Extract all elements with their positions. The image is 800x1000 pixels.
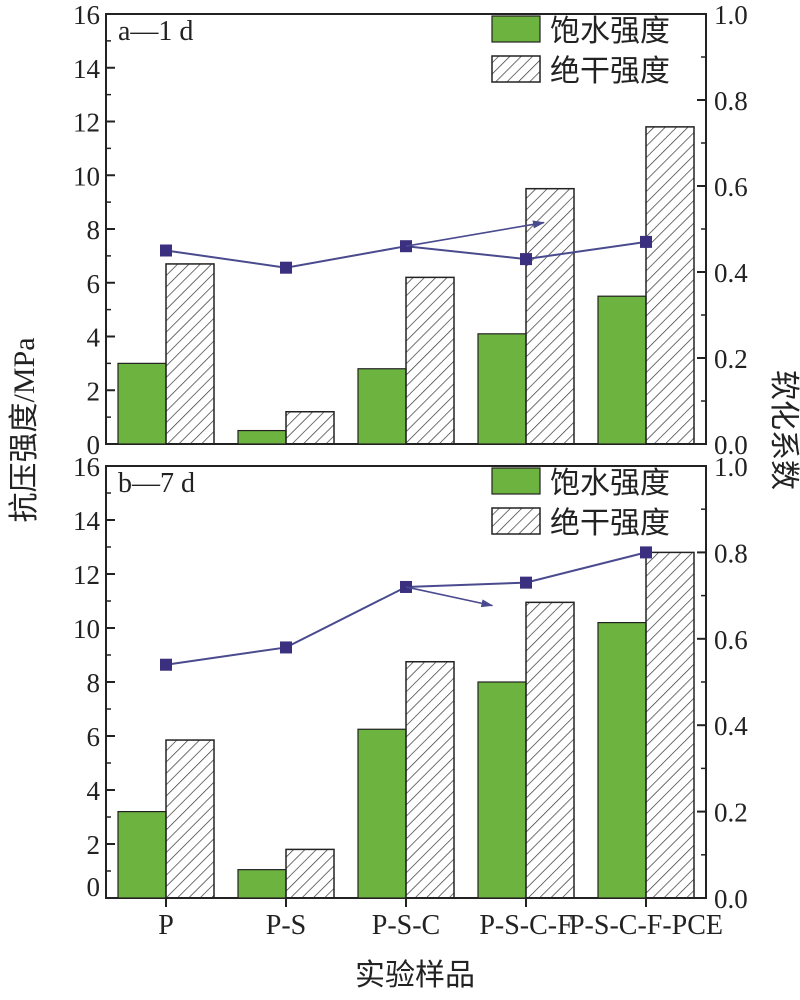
bar-saturated: [477, 681, 527, 899]
bar-saturated: [117, 362, 167, 445]
axis-arrow: [405, 220, 545, 247]
y-left-axis-label: 抗压强度/MPa: [8, 337, 41, 522]
bar-dry: [645, 551, 695, 899]
axis-arrow: [405, 586, 494, 608]
bar-saturated: [597, 295, 647, 445]
panel-1d: 0 2 4 6 8 10 12 14 16 0.0 0.2 0.4 0.6 0.8 1.0 a—1 d 饱水强度…: [73, 0, 748, 460]
softening-marker: [520, 253, 532, 266]
softening-marker: [640, 235, 652, 248]
panel-title: a—1 d: [118, 16, 193, 47]
y-right-tick-label: 0.2: [714, 344, 748, 374]
x-tick-label: P: [158, 910, 174, 941]
y-right-tick-label: 0.4: [714, 258, 748, 288]
softening-marker: [520, 576, 532, 589]
panel-7d: 0 2 4 6 8 10 12 14 16 0.0 0.2 0.4 0.6 0.8 1.0 b—7 d 饱水强度…: [73, 452, 748, 941]
y-right-tick-label: 0.6: [714, 172, 748, 202]
bar-dry: [405, 276, 455, 445]
bar-dry: [525, 187, 575, 445]
x-tick-label: P-S-C: [372, 910, 440, 941]
legend-label-saturated: 饱水强度: [550, 467, 670, 500]
bar-saturated: [117, 810, 167, 899]
bar-dry: [645, 126, 695, 445]
y-left-tick-label: 8: [87, 668, 101, 698]
bar-saturated: [357, 728, 407, 899]
bar-saturated: [237, 869, 287, 899]
x-tick-label: P-S-C-F-PCE: [569, 910, 723, 941]
y-left-tick-label: 6: [87, 269, 101, 299]
bar-saturated: [357, 368, 407, 445]
bar-saturated: [597, 621, 647, 899]
y-left-tick-label: 14: [73, 54, 101, 84]
y-left-tick-label: 2: [87, 830, 101, 860]
y-right-tick-label: 0.6: [714, 625, 748, 655]
legend-label-dry: 绝干强度: [550, 507, 670, 540]
y-right-tick-label: 0.2: [714, 798, 748, 828]
legend-swatch-dry: [491, 55, 541, 83]
y-left-tick-label: 0: [87, 872, 101, 902]
bar-saturated: [237, 429, 287, 445]
bar-dry: [405, 661, 455, 899]
legend-swatch-saturated: [491, 15, 541, 43]
softening-marker: [160, 658, 172, 671]
bar-dry: [285, 848, 335, 899]
y-left-tick-label: 4: [87, 323, 101, 353]
y-left-tick-label: 16: [73, 0, 100, 30]
y-left-tick-label: 2: [87, 376, 101, 406]
x-tick-label: P-S-C-F: [479, 910, 572, 941]
legend-swatch-saturated: [491, 467, 541, 495]
legend-label-dry: 绝干强度: [550, 55, 670, 88]
y-right-tick-label: 0.0: [714, 884, 748, 914]
x-axis-label: 实验样品: [355, 959, 475, 992]
legend-label-saturated: 饱水强度: [550, 15, 670, 48]
y-left-tick-label: 4: [87, 776, 101, 806]
y-left-tick-label: 6: [87, 722, 101, 752]
y-right-tick-label: 1.0: [714, 452, 748, 482]
y-right-tick-label: 0.8: [714, 538, 748, 568]
y-left-tick-label: 12: [73, 108, 100, 138]
y-left-tick-label: 10: [73, 161, 100, 191]
bar-dry: [525, 601, 575, 899]
panel-title: b—7 d: [118, 468, 195, 499]
softening-marker: [280, 641, 292, 654]
y-left-tick-label: 0: [87, 430, 101, 460]
softening-marker: [160, 244, 172, 257]
y-left-tick-label: 12: [73, 560, 100, 590]
legend-swatch-dry: [491, 507, 541, 535]
y-left-tick-label: 16: [73, 452, 100, 482]
y-right-tick-label: 1.0: [714, 0, 748, 30]
bar-saturated: [477, 333, 527, 445]
x-tick-label: P-S: [266, 910, 306, 941]
softening-marker: [640, 546, 652, 559]
bar-dry: [165, 263, 215, 445]
bar-dry: [285, 411, 335, 445]
y-left-tick-label: 10: [73, 614, 100, 644]
y-right-tick-label: 0.0: [714, 430, 748, 460]
y-left-tick-label: 14: [73, 506, 101, 536]
softening-marker: [280, 261, 292, 274]
bar-dry: [165, 739, 215, 899]
y-right-tick-label: 0.8: [714, 86, 748, 116]
y-left-tick-label: 8: [87, 215, 101, 245]
y-right-axis-label: 软化系数: [767, 370, 800, 490]
y-right-tick-label: 0.4: [714, 711, 748, 741]
